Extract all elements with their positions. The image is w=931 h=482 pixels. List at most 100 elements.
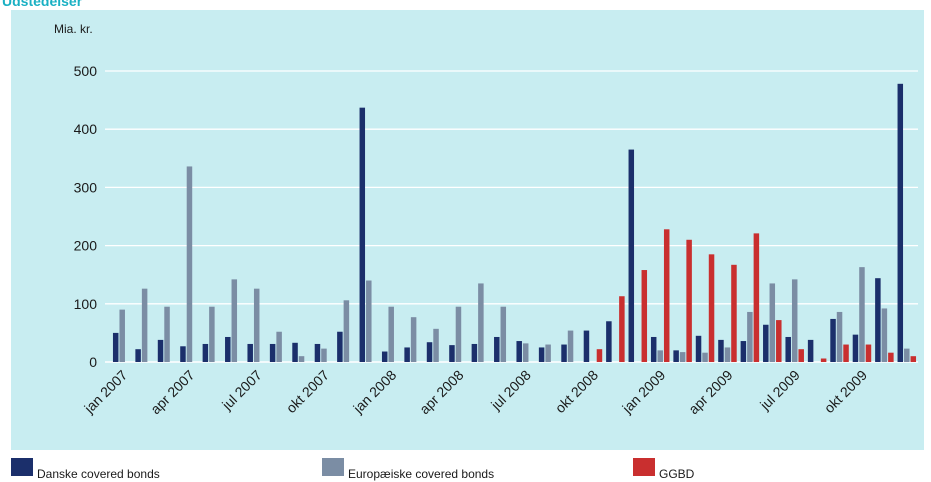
x-tick-label: jul 2007 (218, 367, 265, 414)
bar (619, 296, 625, 362)
bar (583, 330, 590, 362)
chart-panel: 0 100 200 300 400 500 jan 2007 apr 2007 jul 200… (11, 10, 924, 450)
bar (119, 309, 125, 362)
bar (650, 336, 657, 362)
bar (731, 264, 737, 362)
bar (157, 339, 164, 362)
bar (500, 306, 507, 362)
bar (359, 107, 366, 362)
bar (888, 352, 894, 362)
bar (798, 349, 804, 362)
bar (269, 343, 276, 362)
bar (830, 318, 836, 362)
bar (388, 306, 394, 362)
bar (820, 358, 827, 362)
bar (807, 339, 814, 362)
bar (426, 342, 433, 362)
legend-swatch-europaeiske (322, 458, 344, 476)
y-tick-label: 300 (74, 179, 98, 195)
bar (135, 349, 141, 362)
bar (606, 321, 612, 362)
x-tick-labels: jan 2007 apr 2007 jul 2007 okt 2007 jan 2008… (80, 367, 870, 418)
bar (538, 347, 545, 362)
legend-label-europaeiske: Europæiske covered bonds (348, 467, 495, 481)
bar-chart: 0 100 200 300 400 500 jan 2007 apr 2007 jul 200… (54, 22, 918, 418)
bar (164, 306, 170, 362)
bar (686, 239, 692, 362)
legend-swatch-danske (11, 458, 33, 476)
bar (209, 306, 215, 362)
y-axis-label: Mia. kr. (54, 22, 93, 36)
bar (292, 342, 298, 362)
bar (852, 334, 859, 362)
bars (112, 83, 917, 362)
bar (763, 324, 769, 362)
bar (897, 83, 904, 362)
bar (881, 308, 888, 362)
bar (657, 350, 663, 362)
bar (673, 350, 679, 362)
bar (247, 343, 253, 362)
legend-swatch-ggbd (633, 458, 655, 476)
y-tick-labels: 0 100 200 300 400 500 (74, 63, 98, 370)
bar (718, 339, 724, 362)
x-tick-label: okt 2009 (821, 367, 870, 416)
bar (695, 335, 702, 362)
bar (663, 229, 670, 362)
legend-label-ggbd: GGBD (659, 467, 695, 481)
x-tick-label: jan 2009 (618, 367, 668, 417)
bar (859, 267, 865, 362)
bar (276, 331, 282, 362)
bar (679, 352, 686, 362)
x-tick-label: jul 2009 (756, 367, 803, 414)
bar (747, 311, 753, 362)
y-tick-label: 400 (74, 121, 98, 137)
bar (314, 343, 321, 362)
bar (321, 348, 327, 362)
x-tick-label: jan 2007 (80, 367, 130, 417)
bar (561, 344, 567, 362)
bar (478, 283, 484, 362)
legend-label-danske: Danske covered bonds (37, 467, 160, 481)
bar (904, 348, 910, 362)
bar (381, 351, 388, 362)
bar (225, 336, 231, 362)
y-tick-label: 100 (74, 296, 98, 312)
bar (186, 166, 193, 362)
bar (253, 288, 260, 362)
bar (596, 349, 603, 362)
bar (769, 283, 776, 362)
bar (298, 356, 305, 362)
bar (875, 278, 881, 362)
bar (628, 149, 635, 362)
bar (843, 344, 849, 362)
bar (910, 356, 917, 362)
bar (545, 344, 551, 362)
bar (567, 330, 574, 362)
bar (724, 347, 731, 362)
bar (836, 311, 843, 362)
bar (404, 347, 410, 362)
chart-title: Udstedelser (2, 0, 83, 9)
bar (494, 336, 500, 362)
x-tick-label: jan 2008 (349, 367, 399, 417)
bar (785, 336, 791, 362)
x-tick-label: okt 2008 (552, 367, 601, 416)
bar (471, 343, 478, 362)
bar (641, 270, 648, 362)
bar (410, 317, 417, 362)
bar (708, 254, 715, 362)
bar (702, 352, 708, 362)
bar (776, 320, 782, 362)
x-tick-label: apr 2009 (685, 367, 736, 418)
bar (791, 279, 798, 362)
bar (337, 331, 343, 362)
bar (202, 343, 209, 362)
bar (865, 344, 872, 362)
bar (740, 341, 747, 362)
y-tick-label: 500 (74, 63, 98, 79)
bar (180, 346, 186, 362)
bar (433, 328, 439, 362)
x-tick-label: apr 2008 (416, 367, 467, 418)
bar (753, 233, 760, 362)
